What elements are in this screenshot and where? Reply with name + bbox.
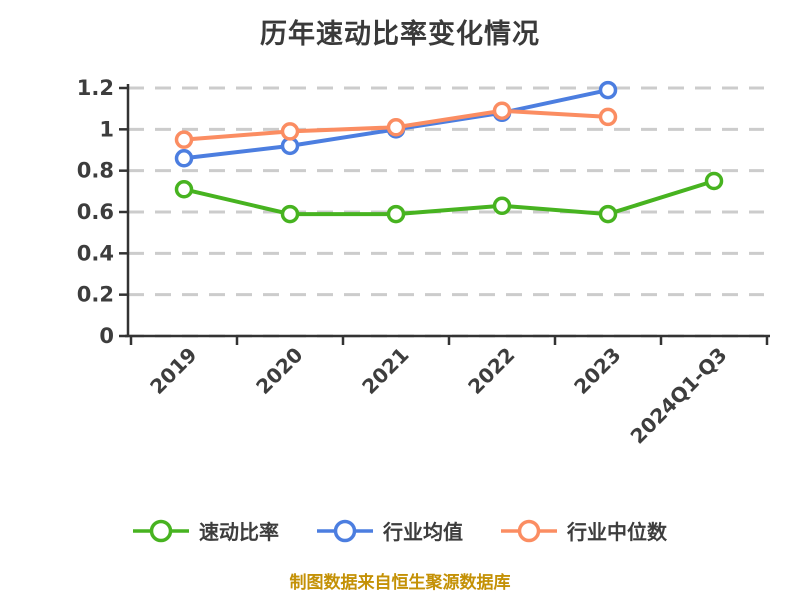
y-axis-ticks: 0 0.2 0.4 0.6 0.8 1 1.2 [77, 76, 128, 348]
quick-ratio-legend-marker-icon [133, 519, 189, 542]
x-axis-labels: 2019 2020 2021 2022 2023 2024Q1-Q3 [145, 343, 731, 449]
industry-median-marker [598, 107, 618, 127]
plot-area: 0 0.2 0.4 0.6 0.8 1 1.2 2019 2020 2021 2022 2023 202… [77, 76, 770, 449]
quick-ratio-marker [492, 196, 512, 216]
legend: 速动比率 行业均值 行业中位数 [0, 516, 800, 545]
quick-ratio-marker [174, 180, 194, 199]
y-tick-label: 0.6 [77, 200, 114, 224]
legend-item-industry-median[interactable]: 行业中位数 [501, 516, 667, 545]
y-tick-label: 1 [99, 117, 114, 141]
x-tick-label: 2024Q1-Q3 [626, 343, 732, 449]
y-tick-label: 0 [99, 324, 114, 348]
legend-item-quick-ratio[interactable]: 速动比率 [133, 516, 279, 545]
x-tick-label: 2021 [357, 343, 413, 399]
industry-median-legend-marker-icon [501, 519, 557, 542]
y-tick-label: 0.8 [77, 159, 114, 183]
series-industry-median [174, 101, 618, 149]
series-quick-ratio [174, 171, 724, 224]
x-tick-label: 2023 [569, 343, 625, 399]
industry-median-marker [492, 101, 512, 120]
quick-ratio-line [182, 179, 716, 217]
industry-median-marker [280, 122, 300, 141]
y-tick-label: 1.2 [77, 76, 114, 100]
legend-label: 行业均值 [383, 520, 463, 544]
quick-ratio-marker [280, 204, 300, 224]
legend-label: 速动比率 [199, 520, 279, 544]
legend-item-industry-average[interactable]: 行业均值 [317, 516, 463, 545]
industry-median-marker [386, 118, 406, 137]
quick-ratio-marker [386, 204, 406, 224]
y-tick-label: 0.2 [77, 283, 114, 307]
x-tick-label: 2022 [463, 343, 519, 399]
quick-ratio-marker [598, 204, 618, 224]
x-axis-ticks [129, 336, 769, 345]
industry-median-marker [174, 130, 194, 149]
x-tick-label: 2019 [145, 343, 201, 399]
x-tick-label: 2020 [251, 343, 307, 399]
chart-title: 历年速动比率变化情况 [260, 19, 540, 50]
industry-average-legend-marker-icon [317, 519, 373, 542]
industry-average-marker [174, 149, 194, 168]
legend-label: 行业中位数 [567, 520, 667, 544]
footer-note: 制图数据来自恒生聚源数据库 [289, 573, 511, 593]
y-tick-label: 0.4 [77, 241, 114, 265]
quick-ratio-marker [704, 171, 724, 191]
industry-average-marker [598, 80, 618, 100]
